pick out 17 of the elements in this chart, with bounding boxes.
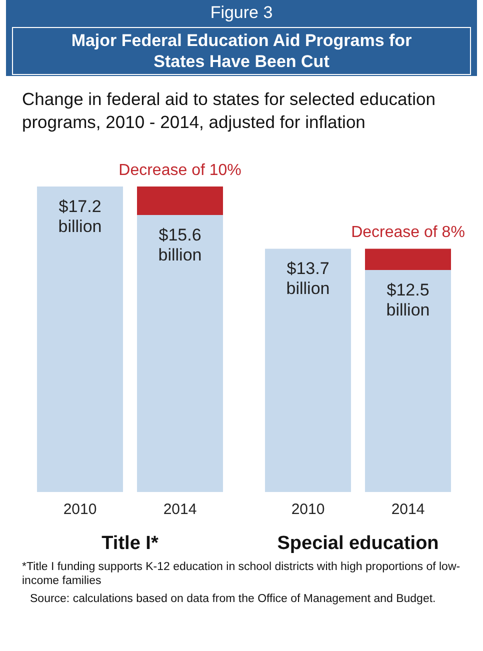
data-label: Decrease of 10% [118, 162, 242, 180]
x-axis-title: Title I* [102, 533, 159, 554]
x-axis-title: Special education [277, 533, 439, 554]
x-tick-label: 2010 [291, 501, 325, 518]
x-tick-label: 2014 [391, 501, 425, 518]
data-label: $13.7 billion [286, 259, 330, 298]
x-tick-label: 2014 [163, 501, 197, 518]
data-label: $12.5 billion [386, 280, 430, 320]
text: *Title I funding supports K-12 education in school districts with high proportions of low-income families [22, 560, 462, 588]
source-note: Source: calculations based on data from the Office of Management and Budget. [30, 592, 437, 606]
caption: Figure 3 [209, 3, 274, 23]
x-tick-label: 2010 [63, 501, 97, 518]
chart-subtitle: Change in federal aid to states for selected education programs, 2010 - 2014, adjusted for inflation [22, 88, 436, 134]
data-label: $17.2 billion [58, 197, 102, 236]
chart-title: Major Federal Education Aid Programs for States Have Been Cut [12, 27, 471, 75]
data-label: $15.6 billion [158, 225, 202, 264]
data-label: Decrease of 8% [351, 224, 465, 242]
